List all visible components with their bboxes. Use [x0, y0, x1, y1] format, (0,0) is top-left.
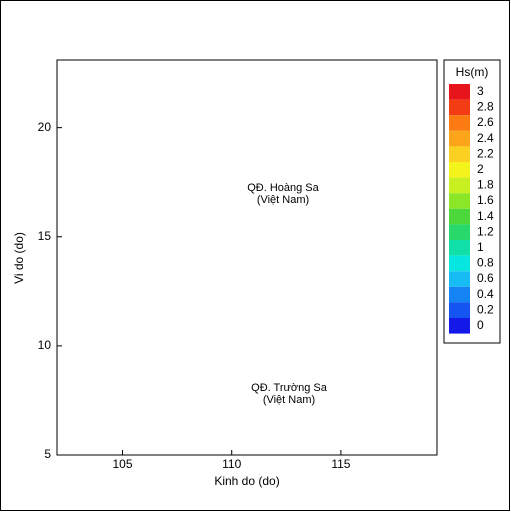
colorbar-label: 0: [477, 318, 484, 332]
colorbar-cell: [449, 271, 470, 287]
colorbar-cell: [449, 286, 470, 303]
colorbar-cell: [449, 130, 470, 147]
colorbar-cell: [449, 318, 470, 334]
colorbar-label: 2.2: [477, 146, 494, 160]
colorbar-label: 1: [477, 240, 484, 254]
colorbar-cell: [449, 162, 470, 178]
annotation: (Việt Nam): [263, 394, 315, 406]
x-tick-label: 110: [222, 457, 241, 471]
x-tick-label: 115: [331, 457, 350, 471]
colorbar-cell: [449, 224, 470, 240]
colorbar-label: 1.6: [477, 193, 494, 207]
colorbar-title: Hs(m): [456, 65, 489, 79]
colorbar-label: 1.8: [477, 178, 494, 192]
colorbar-label: 1.2: [477, 224, 494, 238]
y-tick-label: 15: [38, 229, 52, 243]
y-tick-label: 5: [44, 447, 51, 461]
annotation: QĐ. Trường Sa: [251, 382, 328, 394]
colorbar-cell: [449, 240, 470, 256]
colorbar-cell: [449, 99, 470, 116]
colorbar-cell: [449, 208, 470, 225]
y-tick-label: 10: [38, 338, 52, 352]
y-axis-label: Vi do (do): [12, 232, 26, 284]
x-axis-label: Kinh do (do): [214, 474, 279, 488]
colorbar-label: 0.6: [477, 271, 494, 285]
colorbar-cell: [449, 146, 470, 162]
colorbar-label: 2: [477, 162, 484, 176]
colorbar-cell: [449, 193, 470, 209]
colorbar-label: 0.8: [477, 256, 494, 270]
annotation: (Việt Nam): [257, 194, 309, 206]
colorbar-cell: [449, 115, 470, 131]
colorbar-cell: [449, 302, 470, 318]
colorbar-label: 2.8: [477, 100, 494, 114]
colorbar-label: 3: [477, 84, 484, 98]
annotation: QĐ. Hoàng Sa: [247, 182, 319, 194]
y-tick-label: 20: [38, 120, 52, 134]
colorbar-label: 2.6: [477, 115, 494, 129]
colorbar-label: 2.4: [477, 131, 494, 145]
colorbar-label: 0.2: [477, 302, 494, 316]
colorbar-cell: [449, 177, 470, 194]
colorbar-label: 1.4: [477, 209, 494, 223]
colorbar-cell: [449, 84, 470, 100]
colorbar-cell: [449, 255, 470, 272]
plot-frame: [56, 59, 438, 456]
x-tick-label: 105: [113, 457, 133, 471]
colorbar-label: 0.4: [477, 287, 494, 301]
